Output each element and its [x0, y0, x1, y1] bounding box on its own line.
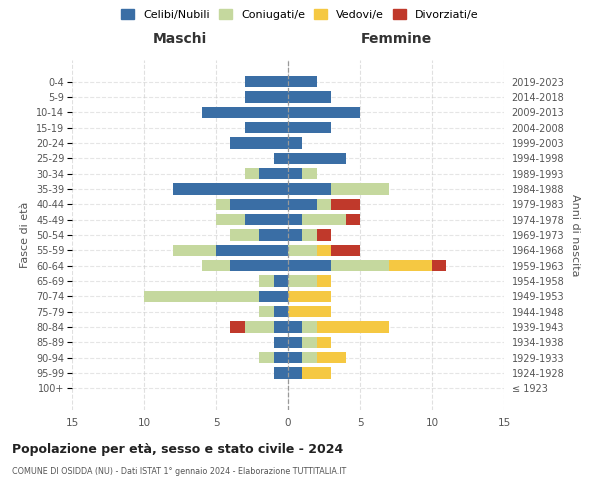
Bar — [274, 336, 288, 348]
Bar — [230, 322, 245, 333]
Bar — [230, 198, 288, 210]
Bar — [288, 106, 360, 118]
Bar — [317, 229, 331, 241]
Bar — [216, 244, 288, 256]
Bar — [216, 214, 245, 226]
Y-axis label: Fasce di età: Fasce di età — [20, 202, 31, 268]
Bar — [230, 229, 259, 241]
Bar — [317, 198, 331, 210]
Bar — [317, 336, 331, 348]
Bar — [288, 168, 302, 179]
Bar — [288, 152, 346, 164]
Bar — [288, 352, 302, 364]
Bar — [331, 244, 360, 256]
Bar — [288, 183, 331, 194]
Bar — [317, 322, 389, 333]
Bar — [288, 276, 317, 287]
Text: COMUNE DI OSIDDA (NU) - Dati ISTAT 1° gennaio 2024 - Elaborazione TUTTITALIA.IT: COMUNE DI OSIDDA (NU) - Dati ISTAT 1° ge… — [12, 468, 346, 476]
Bar — [245, 168, 259, 179]
Bar — [346, 214, 360, 226]
Bar — [288, 322, 302, 333]
Bar — [288, 229, 302, 241]
Bar — [288, 336, 302, 348]
Bar — [216, 198, 230, 210]
Bar — [245, 91, 288, 102]
Bar — [288, 306, 331, 318]
Bar — [245, 322, 274, 333]
Bar — [331, 198, 360, 210]
Bar — [274, 276, 288, 287]
Bar — [259, 306, 274, 318]
Bar — [245, 76, 288, 88]
Bar — [302, 229, 317, 241]
Bar — [259, 229, 288, 241]
Bar — [173, 183, 288, 194]
Text: Maschi: Maschi — [153, 32, 207, 46]
Bar — [288, 76, 317, 88]
Bar — [288, 244, 317, 256]
Text: Popolazione per età, sesso e stato civile - 2024: Popolazione per età, sesso e stato civil… — [12, 442, 343, 456]
Bar — [288, 368, 302, 379]
Bar — [173, 244, 216, 256]
Bar — [259, 290, 288, 302]
Legend: Celibi/Nubili, Coniugati/e, Vedovi/e, Divorziati/e: Celibi/Nubili, Coniugati/e, Vedovi/e, Di… — [118, 6, 482, 23]
Bar — [259, 352, 274, 364]
Bar — [302, 368, 331, 379]
Bar — [230, 260, 288, 272]
Bar — [274, 352, 288, 364]
Bar — [432, 260, 446, 272]
Bar — [389, 260, 432, 272]
Bar — [274, 322, 288, 333]
Bar — [317, 352, 346, 364]
Bar — [302, 336, 317, 348]
Bar — [144, 290, 259, 302]
Bar — [230, 137, 288, 148]
Bar — [274, 306, 288, 318]
Bar — [259, 276, 274, 287]
Bar — [288, 198, 317, 210]
Bar — [288, 122, 331, 134]
Bar — [259, 168, 288, 179]
Bar — [274, 152, 288, 164]
Bar — [245, 122, 288, 134]
Bar — [245, 214, 288, 226]
Bar — [288, 214, 302, 226]
Bar — [331, 183, 389, 194]
Bar — [288, 137, 302, 148]
Bar — [302, 168, 317, 179]
Bar — [317, 244, 331, 256]
Bar — [274, 368, 288, 379]
Y-axis label: Anni di nascita: Anni di nascita — [570, 194, 580, 276]
Bar — [288, 290, 331, 302]
Bar — [302, 352, 317, 364]
Bar — [302, 214, 346, 226]
Bar — [317, 276, 331, 287]
Bar — [302, 322, 317, 333]
Text: Femmine: Femmine — [361, 32, 431, 46]
Bar — [202, 260, 230, 272]
Bar — [288, 260, 331, 272]
Bar — [288, 91, 331, 102]
Bar — [202, 106, 288, 118]
Bar — [331, 260, 389, 272]
